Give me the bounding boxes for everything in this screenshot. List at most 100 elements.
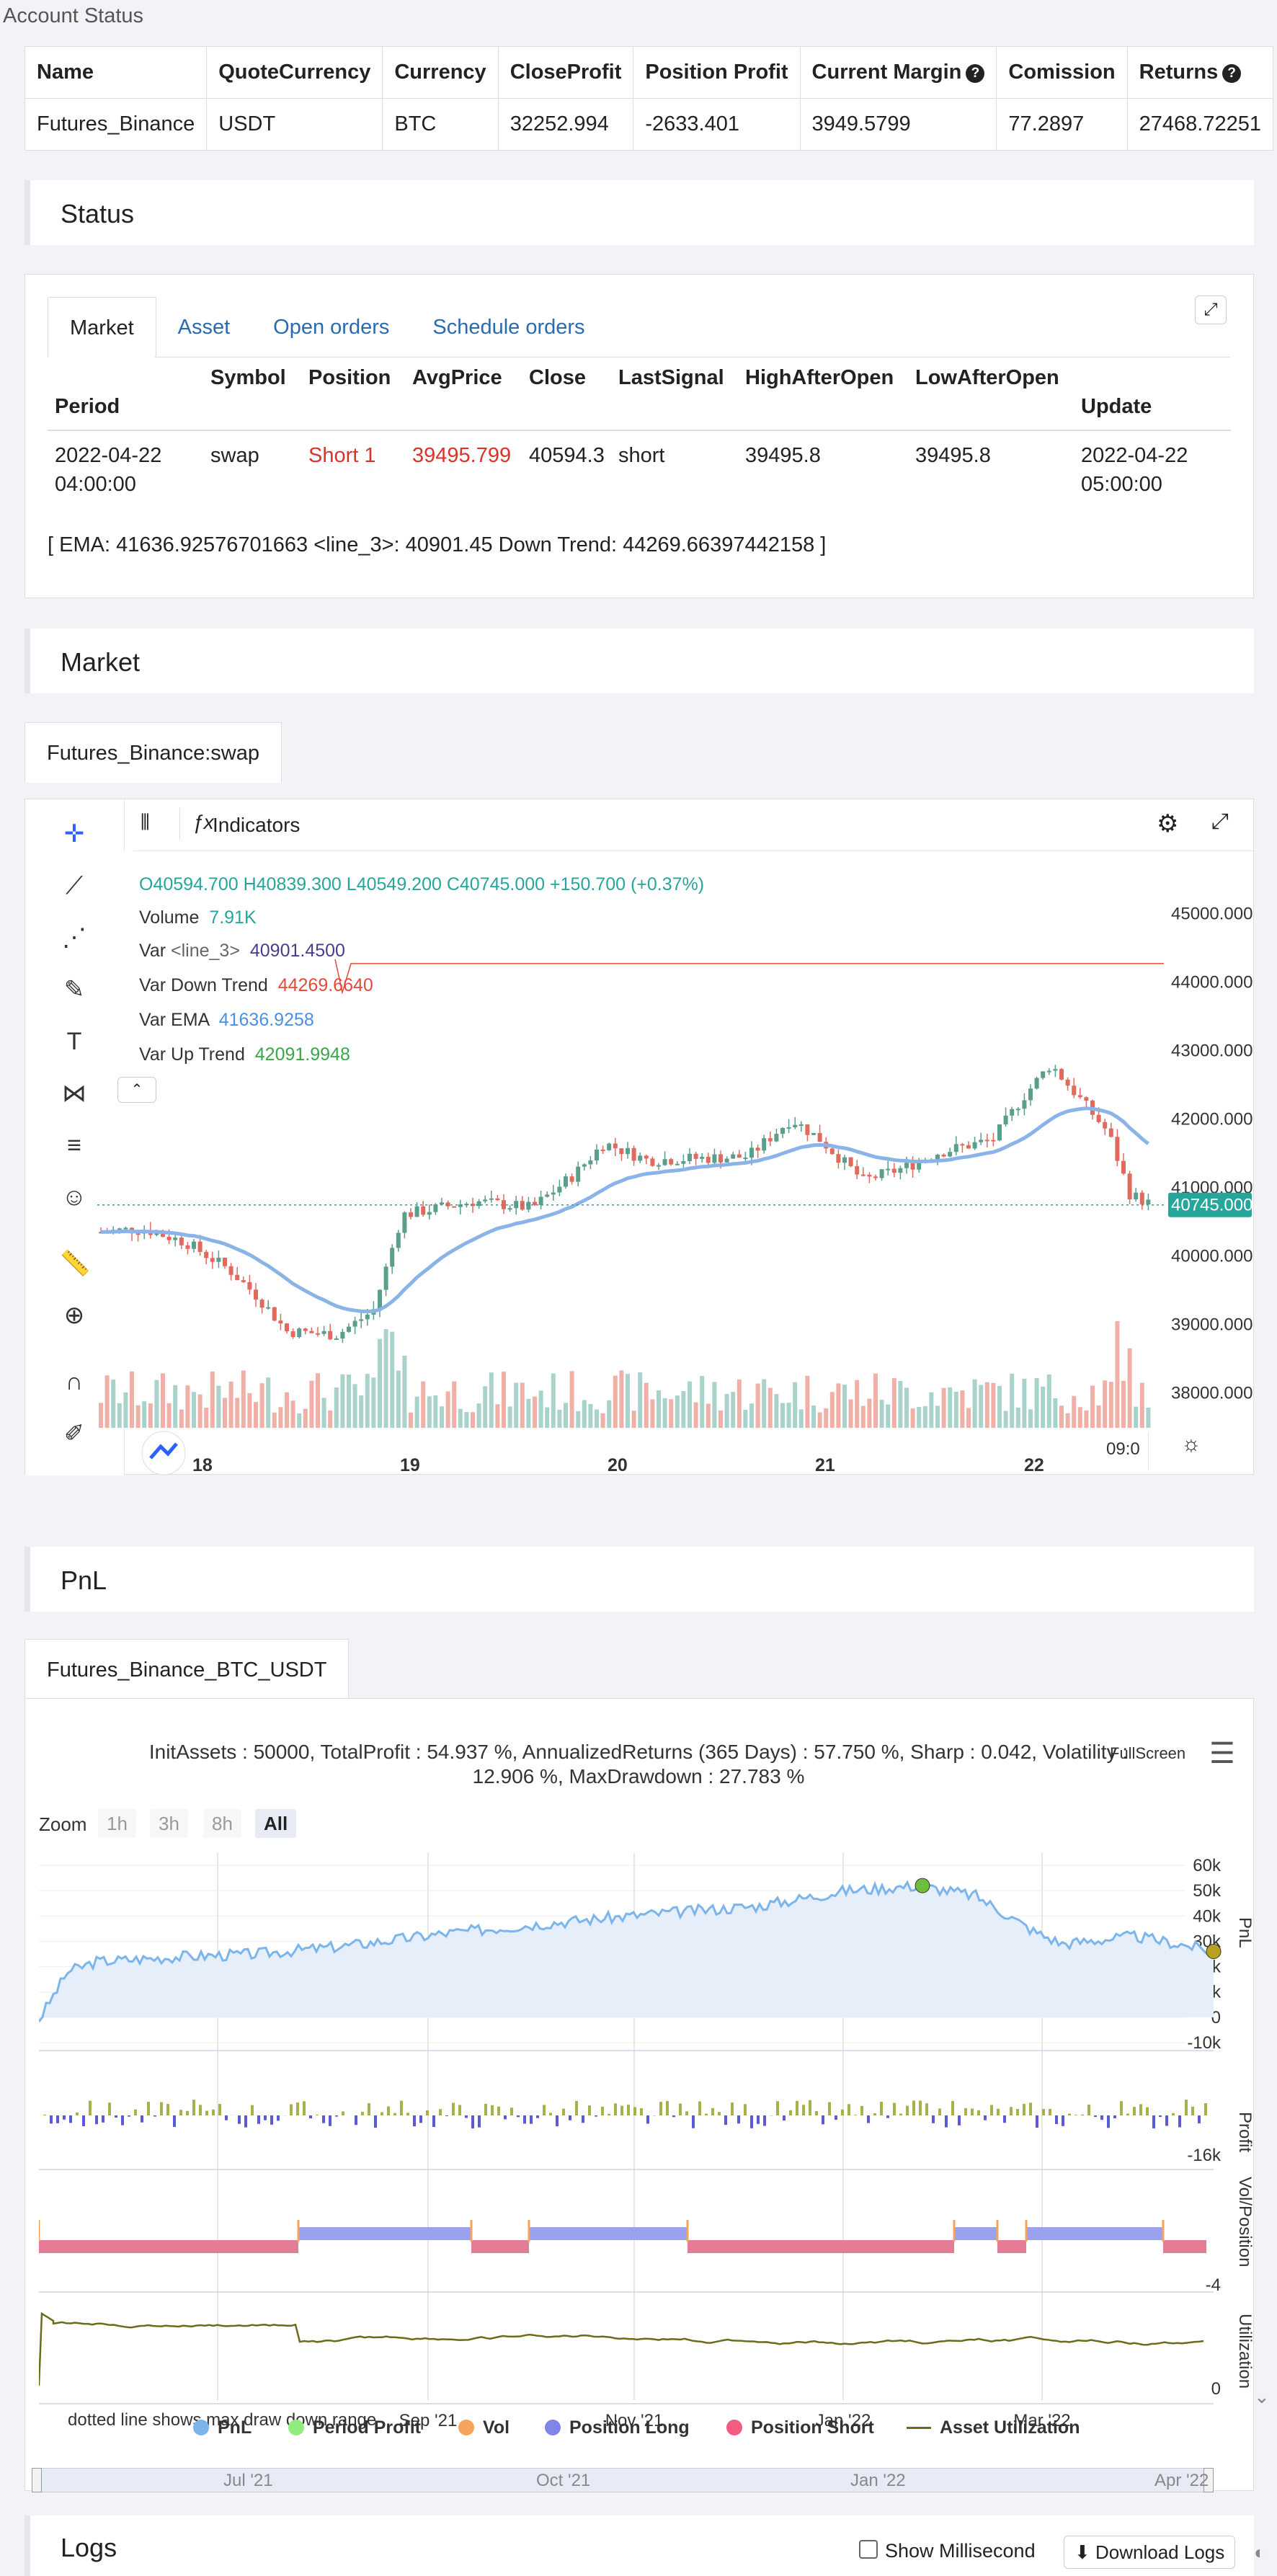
legend-period-profit[interactable]: Period Profit	[288, 2417, 421, 2438]
text-icon[interactable]: T	[66, 1028, 82, 1055]
vol-tick-label: -4	[1206, 2275, 1221, 2295]
candle-body	[1115, 1137, 1120, 1161]
profit-bar	[828, 2102, 831, 2115]
help-icon[interactable]: ?	[966, 64, 985, 83]
candle-body	[185, 1245, 190, 1249]
profit-bar	[1178, 2115, 1181, 2128]
trendline-icon[interactable]: ⟋	[66, 872, 83, 900]
zoom-8h-button[interactable]: 8h	[203, 1809, 241, 1838]
crosshair-icon[interactable]: ✛	[63, 820, 85, 848]
brush-icon[interactable]: ✎	[63, 976, 85, 1003]
tab-open-orders[interactable]: Open orders	[273, 316, 390, 339]
volume-bar	[383, 1329, 388, 1428]
legend-asset-utilization[interactable]: Asset Utilization	[907, 2417, 1080, 2438]
cell: 27468.72251	[1126, 98, 1273, 151]
download-logs-button[interactable]: ⬇ Download Logs	[1064, 2536, 1235, 2569]
indicators-icon[interactable]: ƒx	[192, 811, 214, 833]
show-ms-checkbox[interactable]	[859, 2540, 878, 2559]
fullscreen-label[interactable]: FullScreen	[1110, 1744, 1186, 1762]
candle-body	[619, 1148, 624, 1155]
measure-lines-icon[interactable]: ≡	[67, 1132, 81, 1159]
nav-tick: Oct '21	[536, 2471, 591, 2490]
profit-bar	[147, 2102, 150, 2115]
profit-bar	[63, 2115, 66, 2120]
legend-vol[interactable]: Vol	[458, 2417, 510, 2438]
position-bar	[1026, 2227, 1163, 2240]
magnet-icon[interactable]: ∩	[65, 1368, 84, 1395]
candle-body	[427, 1212, 432, 1215]
emoji-icon[interactable]: ☺	[61, 1183, 87, 1211]
candle-body	[1010, 1109, 1015, 1116]
candle-body	[1046, 1070, 1051, 1072]
profit-bar	[89, 2100, 92, 2115]
theme-icon[interactable]: ◐	[1254, 2541, 1265, 2563]
volume-bar	[533, 1396, 537, 1428]
volume-bar	[285, 1392, 289, 1428]
legend-label: Vol	[483, 2417, 510, 2438]
position-bar	[997, 2240, 1026, 2253]
volume-bar	[879, 1400, 884, 1428]
scroll-icon[interactable]: ⌄	[1254, 2386, 1270, 2407]
profit-tick: -16k	[1187, 2146, 1222, 2165]
candle-body	[979, 1140, 984, 1142]
indicators-button[interactable]: Indicators	[213, 814, 301, 836]
tab-schedule-orders[interactable]: Schedule orders	[432, 316, 585, 339]
fib-icon[interactable]: ⋰	[62, 924, 86, 951]
ruler-icon[interactable]: 📏	[60, 1250, 91, 1277]
tab-asset[interactable]: Asset	[177, 316, 231, 339]
legend-position-long[interactable]: Position Long	[545, 2417, 690, 2438]
tv-chart[interactable]: ✛ ⟋ ⋰ ✎ T ⋈ ≡ ☺ 📏 ⊕ ∩ ✐ ⫴ ƒx Indicators …	[25, 799, 1255, 1475]
legend-dot	[458, 2420, 474, 2435]
profit-bar	[192, 2100, 195, 2115]
navigator-right-handle[interactable]	[1203, 2468, 1214, 2492]
profit-bar	[1100, 2115, 1103, 2120]
table-header-row: Name QuoteCurrency Currency CloseProfit …	[24, 46, 1273, 99]
menu-icon[interactable]: ☰	[1209, 1738, 1235, 1769]
volume-bar	[316, 1373, 320, 1428]
zoom-1h-button[interactable]: 1h	[98, 1809, 136, 1838]
fullscreen-icon[interactable]: ⤢	[1211, 809, 1229, 833]
candle-body	[731, 1154, 736, 1159]
lock-drawing-icon[interactable]: ✐	[63, 1420, 85, 1447]
collapse-legend-button[interactable]: ⌃	[117, 1077, 156, 1103]
tab-market[interactable]: Market	[48, 297, 156, 357]
profit-bar	[419, 2115, 422, 2123]
tab-futures-btc-usdt[interactable]: Futures_Binance_BTC_USDT	[25, 1639, 350, 1700]
volume-bar	[1022, 1378, 1027, 1428]
profit-bar	[393, 2113, 396, 2115]
expand-icon[interactable]: ⤢	[1195, 296, 1227, 324]
candle-type-icon[interactable]: ⫴	[141, 811, 150, 835]
var-legend-downtrend: Var Down Trend 44269.6640	[139, 975, 373, 996]
candle-body	[1077, 1095, 1082, 1098]
status-note: [ EMA: 41636.92576701663 <line_3>: 40901…	[48, 533, 827, 556]
util-tick: 0	[1211, 2379, 1221, 2399]
time-settings-icon[interactable]: ☼	[1181, 1432, 1201, 1456]
profit-bar	[1172, 2113, 1175, 2115]
volume-bar	[948, 1387, 953, 1428]
profit-bar	[309, 2115, 312, 2118]
navigator-bar[interactable]	[32, 2468, 1214, 2492]
status-panel	[25, 274, 1254, 598]
volume-bar	[693, 1402, 698, 1428]
legend-position-short[interactable]: Position Short	[726, 2417, 874, 2438]
tab-futures-swap[interactable]: Futures_Binance:swap	[25, 722, 282, 783]
col-returns-label: Returns	[1139, 61, 1219, 84]
pattern-icon[interactable]: ⋈	[62, 1080, 86, 1107]
position-bar	[954, 2227, 997, 2240]
profit-bar	[1068, 2113, 1071, 2115]
profit-bar	[400, 2100, 403, 2115]
navigator-left-handle[interactable]	[32, 2468, 42, 2492]
volume-bar	[737, 1379, 742, 1428]
gear-icon[interactable]: ⚙	[1157, 810, 1179, 838]
profit-bar	[860, 2105, 863, 2115]
candle-body	[396, 1233, 401, 1248]
profit-bar	[1113, 2115, 1116, 2118]
legend-pnl[interactable]: PnL	[193, 2417, 252, 2438]
zoom-3h-button[interactable]: 3h	[150, 1809, 188, 1838]
profit-bar	[964, 2108, 967, 2115]
zoom-all-button[interactable]: All	[255, 1809, 297, 1838]
cell-avgprice: 39495.799	[412, 444, 512, 467]
help-icon[interactable]: ?	[1222, 64, 1242, 83]
candle-body	[631, 1147, 636, 1161]
zoom-in-icon[interactable]: ⊕	[63, 1302, 85, 1329]
